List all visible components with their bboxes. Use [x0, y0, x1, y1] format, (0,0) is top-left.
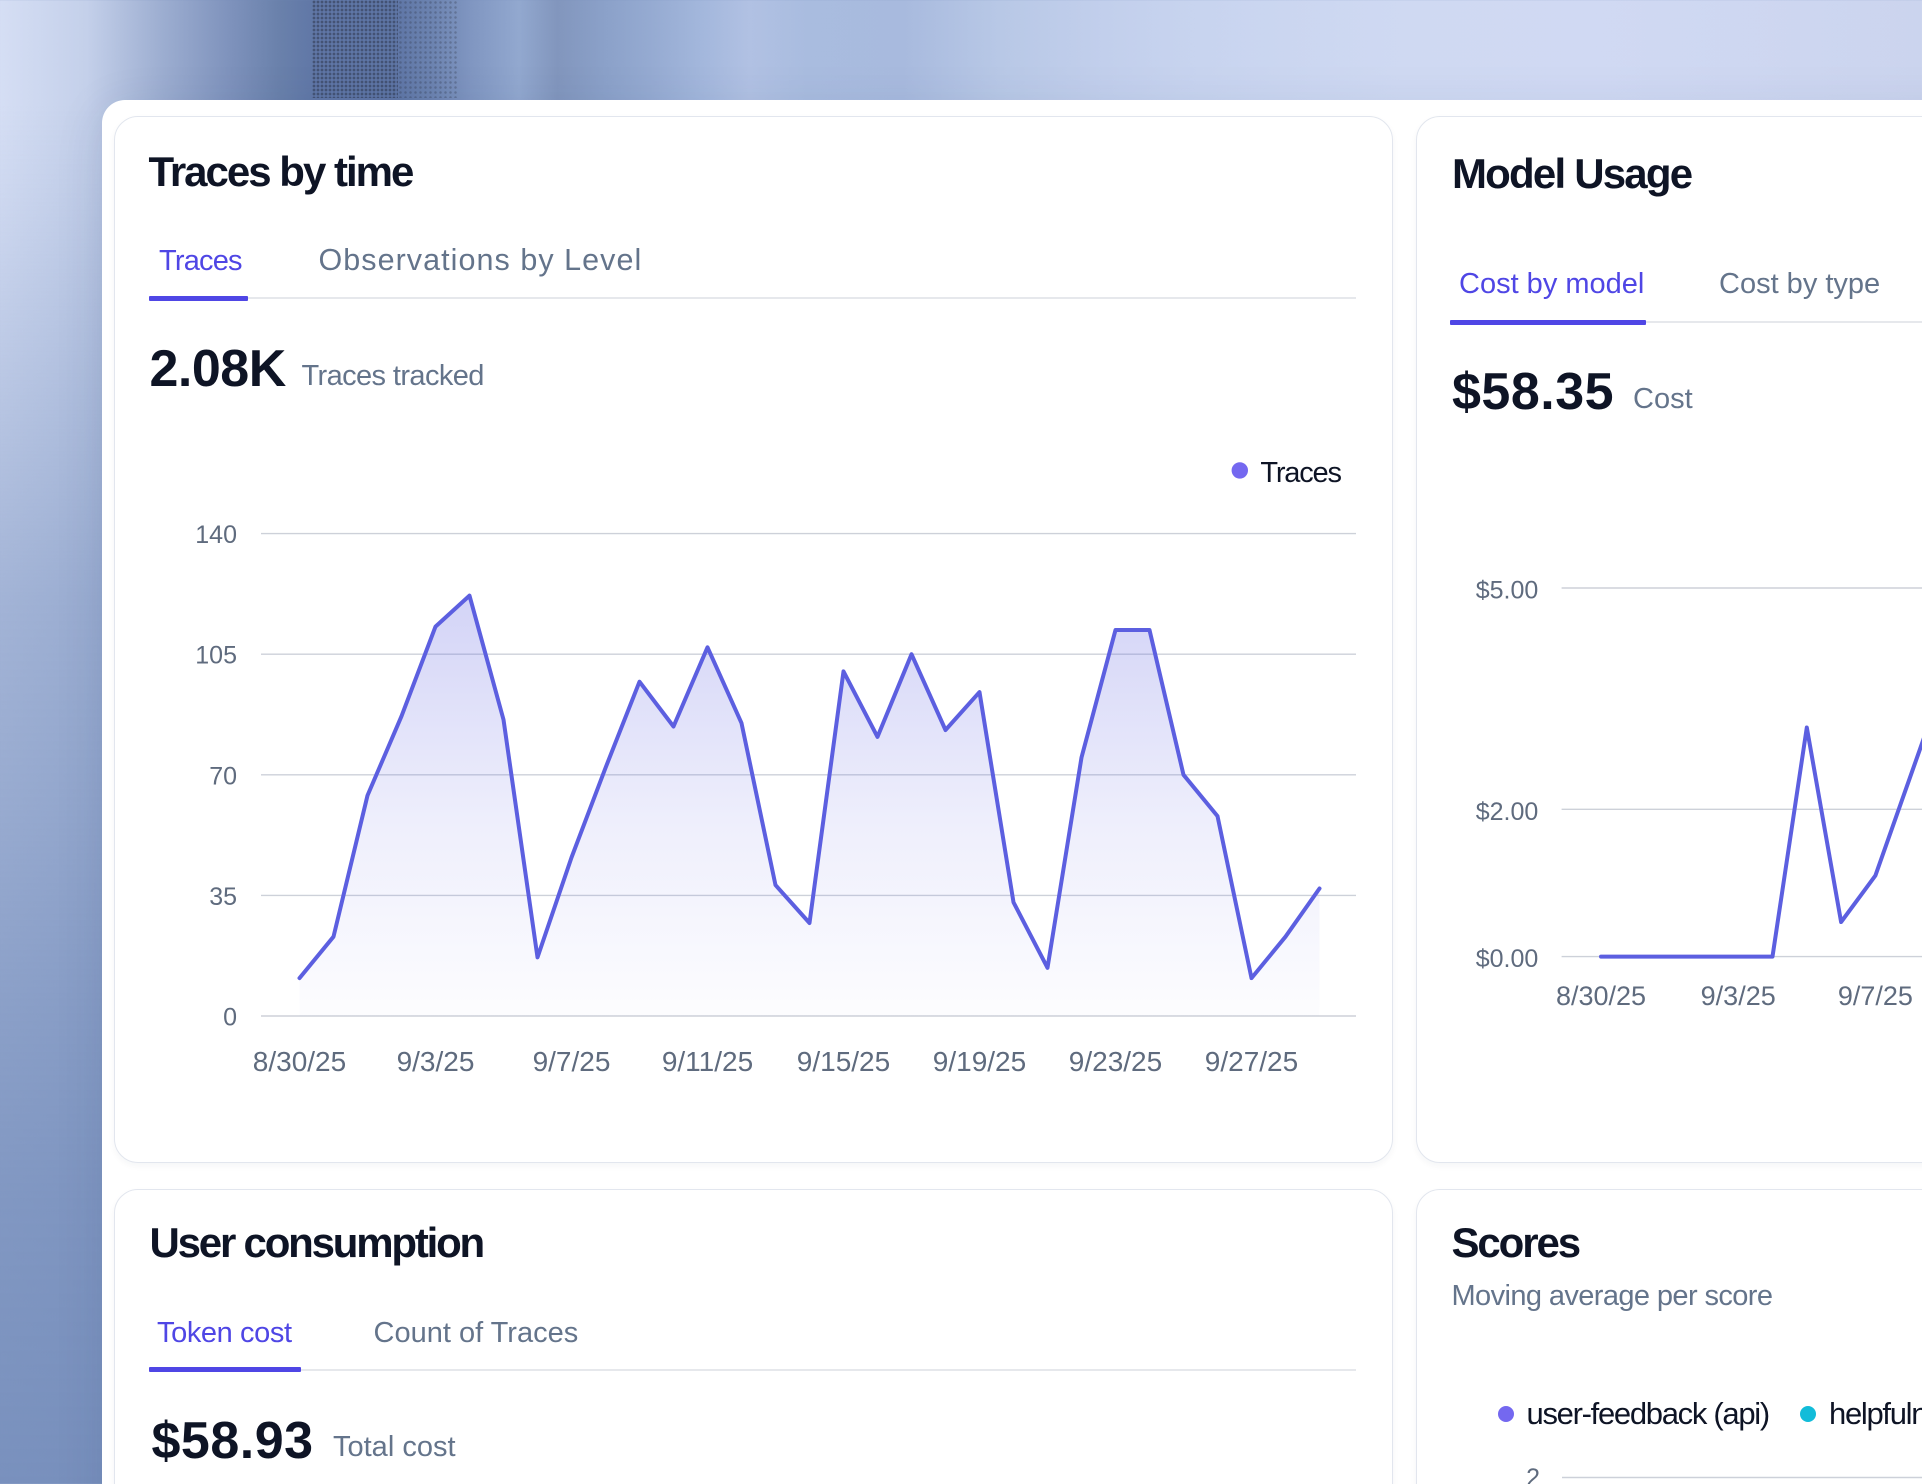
svg-text:9/3/25: 9/3/25	[1701, 981, 1776, 1011]
svg-text:9/15/25: 9/15/25	[797, 1046, 890, 1077]
svg-text:$0.00: $0.00	[1476, 945, 1539, 973]
svg-text:9/19/25: 9/19/25	[933, 1046, 1026, 1077]
svg-text:$2.00: $2.00	[1476, 798, 1539, 826]
svg-text:140: 140	[195, 521, 237, 549]
svg-text:9/27/25: 9/27/25	[1205, 1046, 1298, 1077]
svg-text:2: 2	[1526, 1464, 1540, 1484]
svg-text:70: 70	[209, 762, 237, 790]
svg-text:9/3/25: 9/3/25	[397, 1046, 475, 1077]
svg-text:Traces: Traces	[1260, 457, 1341, 489]
svg-text:$5.00: $5.00	[1476, 577, 1539, 605]
svg-text:8/30/25: 8/30/25	[1556, 981, 1646, 1011]
svg-text:9/23/25: 9/23/25	[1069, 1046, 1162, 1077]
svg-text:105: 105	[195, 642, 237, 670]
svg-text:9/7/25: 9/7/25	[1838, 981, 1913, 1011]
svg-text:9/7/25: 9/7/25	[533, 1046, 611, 1077]
svg-text:8/30/25: 8/30/25	[253, 1046, 346, 1077]
svg-text:35: 35	[209, 883, 237, 911]
svg-text:0: 0	[223, 1004, 237, 1032]
svg-text:9/11/25: 9/11/25	[662, 1046, 753, 1077]
